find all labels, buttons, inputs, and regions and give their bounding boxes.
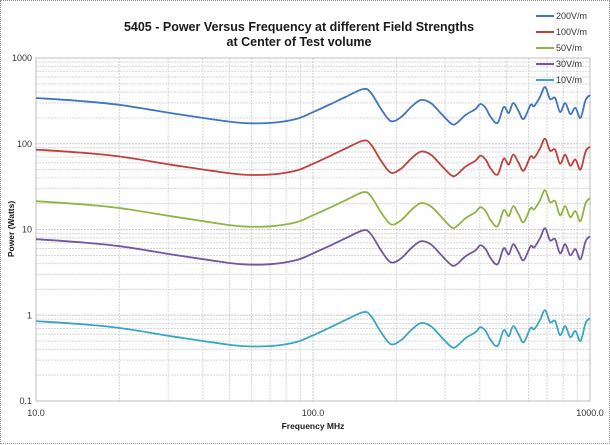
series-line-50v-per-m <box>35 189 591 229</box>
series-lines <box>35 86 591 349</box>
y-tick-label: 0.1 <box>19 396 32 406</box>
x-axis-label: Frequency MHz <box>282 421 345 431</box>
x-tick-label: 10.0 <box>27 408 45 418</box>
legend: 200V/m 100V/m 50V/m 30V/m 10V/m <box>536 11 587 85</box>
series-line-200v-per-m <box>35 86 591 126</box>
series-line-30v-per-m <box>35 227 591 267</box>
y-tick-label: 10 <box>22 225 32 235</box>
y-tick-labels: 0.1 1 10 100 1000 <box>12 53 32 406</box>
legend-label: 30V/m <box>556 59 582 69</box>
chart-title-line-1: 5405 - Power Versus Frequency at differe… <box>124 20 474 34</box>
series-line-10v-per-m <box>35 309 591 349</box>
x-tick-label: 100.0 <box>302 408 325 418</box>
x-tick-labels: 10.0 100.0 1000.0 <box>27 408 604 418</box>
plot-area-border <box>35 57 591 402</box>
legend-label: 100V/m <box>556 27 587 37</box>
chart-title-line-2: at Center of Test volume <box>227 35 372 49</box>
grid <box>35 58 590 402</box>
y-tick-label: 100 <box>17 139 32 149</box>
series-line-100v-per-m <box>35 137 591 178</box>
legend-label: 200V/m <box>556 11 587 21</box>
y-tick-label: 1 <box>27 310 32 320</box>
legend-label: 10V/m <box>556 75 582 85</box>
x-tick-label: 1000.0 <box>576 408 604 418</box>
y-axis-label: Power (Watts) <box>6 201 16 258</box>
legend-label: 50V/m <box>556 43 582 53</box>
y-tick-label: 1000 <box>12 53 32 63</box>
